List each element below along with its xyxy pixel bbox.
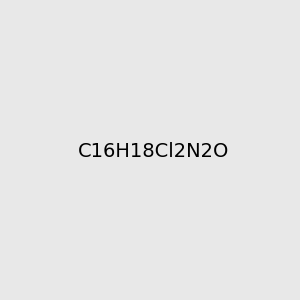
Text: C16H18Cl2N2O: C16H18Cl2N2O <box>78 142 230 161</box>
